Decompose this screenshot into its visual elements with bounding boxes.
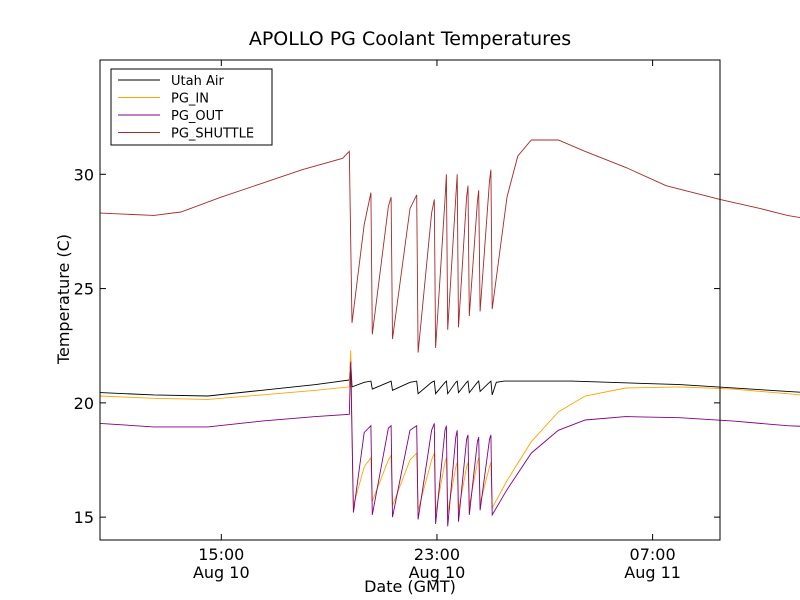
y-tick-label: 15 [74,508,94,527]
legend-label: PG_SHUTTLE [171,127,254,142]
series-layer [99,139,800,527]
x-tick-label-date: Aug 10 [409,563,466,582]
series-line-pg-shuttle [99,139,800,353]
y-tick-label: 25 [74,280,94,299]
y-tick-label: 30 [74,165,94,184]
legend: Utah Air PG_IN PG_OUT PG_SHUTTLE [110,68,273,146]
plot-frame [99,59,721,541]
x-tick-label-time: 07:00 [630,545,676,564]
legend-label: Utah Air [171,74,224,89]
x-tick-label-date: Aug 10 [193,563,250,582]
y-tick-label: 20 [74,394,94,413]
chart-title: APOLLO PG Coolant Temperatures [249,28,571,50]
y-axis-label: Temperature (C) [54,234,73,365]
x-tick-label-date: Aug 11 [624,563,681,582]
legend-label: PG_IN [171,92,209,107]
x-tick-label-time: 23:00 [414,545,460,564]
series-line-utah-air [99,359,800,397]
series-line-pg-out [99,361,800,527]
x-tick-label-time: 15:00 [198,545,244,564]
x-axis-label: Date (GMT) [364,577,456,596]
legend-label: PG_OUT [171,109,223,124]
